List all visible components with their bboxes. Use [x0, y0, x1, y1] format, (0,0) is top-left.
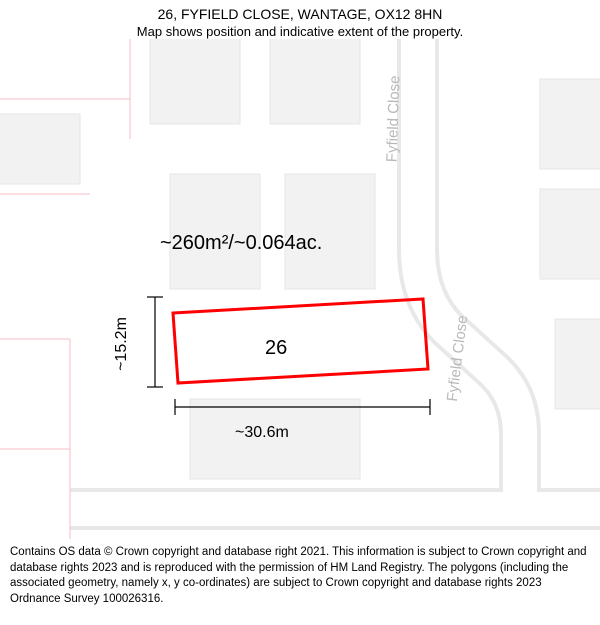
height-dimension-label: ~15.2m	[113, 317, 130, 371]
width-dimension-label: ~30.6m	[235, 424, 289, 441]
page-title: 26, FYFIELD CLOSE, WANTAGE, OX12 8HN	[0, 6, 600, 22]
page-subtitle: Map shows position and indicative extent…	[0, 24, 600, 39]
parcel-number-label: 26	[265, 337, 287, 359]
map-canvas: 26 ~260m²/~0.064ac. ~15.2m ~30.6m Fyfield Cl…	[0, 39, 600, 539]
area-label: ~260m²/~0.064ac.	[160, 232, 322, 254]
header: 26, FYFIELD CLOSE, WANTAGE, OX12 8HN Map…	[0, 0, 600, 39]
street-name-label: Fyfield Close	[383, 75, 403, 162]
copyright-footer: Contains OS data © Crown copyright and d…	[0, 539, 600, 607]
